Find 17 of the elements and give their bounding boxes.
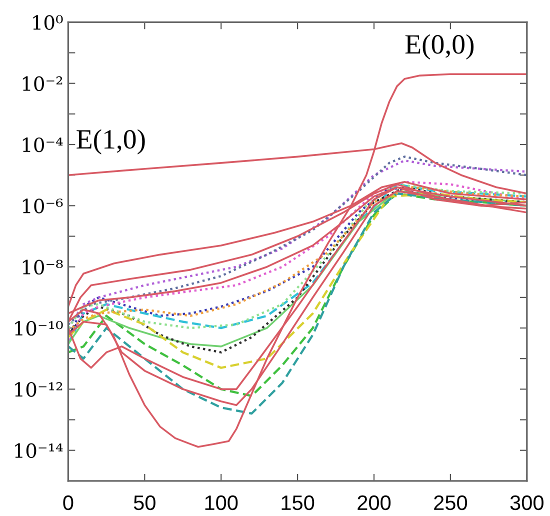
x-tick-label: 50 (134, 495, 156, 510)
x-tick-label: 200 (358, 495, 391, 510)
y-tick-label: 10⁻⁸ (22, 260, 63, 275)
annotation: E(1,0) (76, 129, 145, 154)
y-tick-label: 10⁻⁶ (22, 198, 63, 214)
y-tick-label: 10⁻¹⁴ (15, 443, 63, 458)
y-tick-label: 10⁻⁴ (22, 137, 63, 152)
x-tick-label: 100 (205, 495, 238, 510)
annotation: E(0,0) (405, 34, 474, 60)
x-tick-label: 250 (434, 495, 468, 510)
y-tick-label: 10⁰ (33, 15, 63, 30)
y-tick-label: 10⁻² (22, 76, 62, 92)
y-tick-label: 10⁻¹² (15, 382, 62, 397)
x-tick-label: 0 (63, 495, 74, 510)
x-tick-label: 150 (282, 495, 314, 510)
x-tick-label: 300 (510, 495, 544, 510)
y-tick-label: 10⁻¹⁰ (15, 320, 63, 336)
